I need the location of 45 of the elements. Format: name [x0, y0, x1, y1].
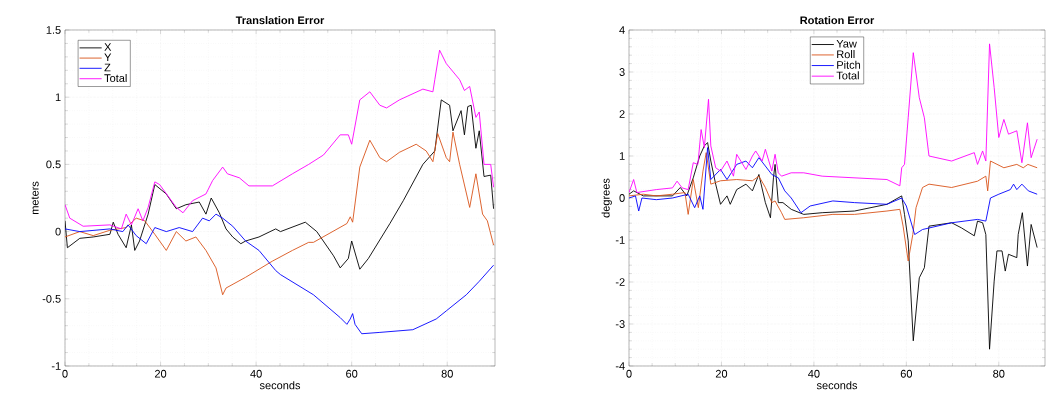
y-tick-label: 1	[55, 93, 61, 101]
legend-label: Z	[104, 63, 111, 72]
legend-label: Total	[836, 71, 859, 80]
y-tick-label: -2	[615, 278, 625, 286]
line-series	[629, 152, 1038, 262]
y-tick-label: -4	[615, 362, 625, 370]
legend-label: X	[104, 43, 112, 51]
y-tick-label: 3	[619, 68, 625, 76]
legend-label: Roll	[837, 50, 855, 59]
line-series	[65, 99, 495, 270]
y-tick-label: -1	[51, 362, 61, 370]
x-tick-label: 60	[900, 369, 913, 378]
line-series	[65, 213, 495, 335]
legend-label: Y	[104, 53, 112, 62]
chart-title: Translation Error	[235, 16, 325, 25]
x-tick-label: 0	[62, 369, 68, 378]
y-tick-label: 4	[619, 26, 625, 34]
y-tick-label: 0	[619, 194, 625, 202]
y-tick-label: 1.5	[46, 26, 61, 34]
x-tick-label: 0	[626, 369, 632, 378]
legend-label: Pitch	[837, 60, 861, 69]
x-tick-label: 80	[441, 369, 453, 378]
chart-title: Rotation Error	[800, 16, 875, 25]
line-series	[629, 147, 1038, 235]
x-tick-label: 20	[715, 369, 728, 378]
line-series	[65, 131, 495, 296]
legend-label: Total	[104, 73, 127, 82]
line-series	[65, 49, 495, 230]
y-tick-label: -1	[615, 236, 625, 244]
y-axis-title: degrees	[601, 178, 612, 218]
y-tick-label: 2	[619, 110, 625, 118]
y-tick-label: 0.5	[46, 160, 61, 169]
legend-label: Yaw	[836, 39, 857, 48]
x-axis-title: seconds	[816, 381, 858, 390]
y-tick-label: -0.5	[42, 294, 61, 303]
x-tick-label: 40	[808, 369, 820, 378]
x-tick-label: 80	[993, 369, 1005, 378]
y-axis-title: meters	[31, 181, 39, 215]
x-tick-label: 20	[154, 369, 167, 378]
y-tick-label: 0	[55, 227, 61, 236]
x-tick-label: 40	[250, 369, 262, 378]
y-tick-label: -3	[615, 320, 625, 328]
x-axis-title: seconds	[259, 381, 301, 390]
y-tick-label: 1	[619, 152, 625, 160]
x-tick-label: 60	[346, 369, 358, 378]
